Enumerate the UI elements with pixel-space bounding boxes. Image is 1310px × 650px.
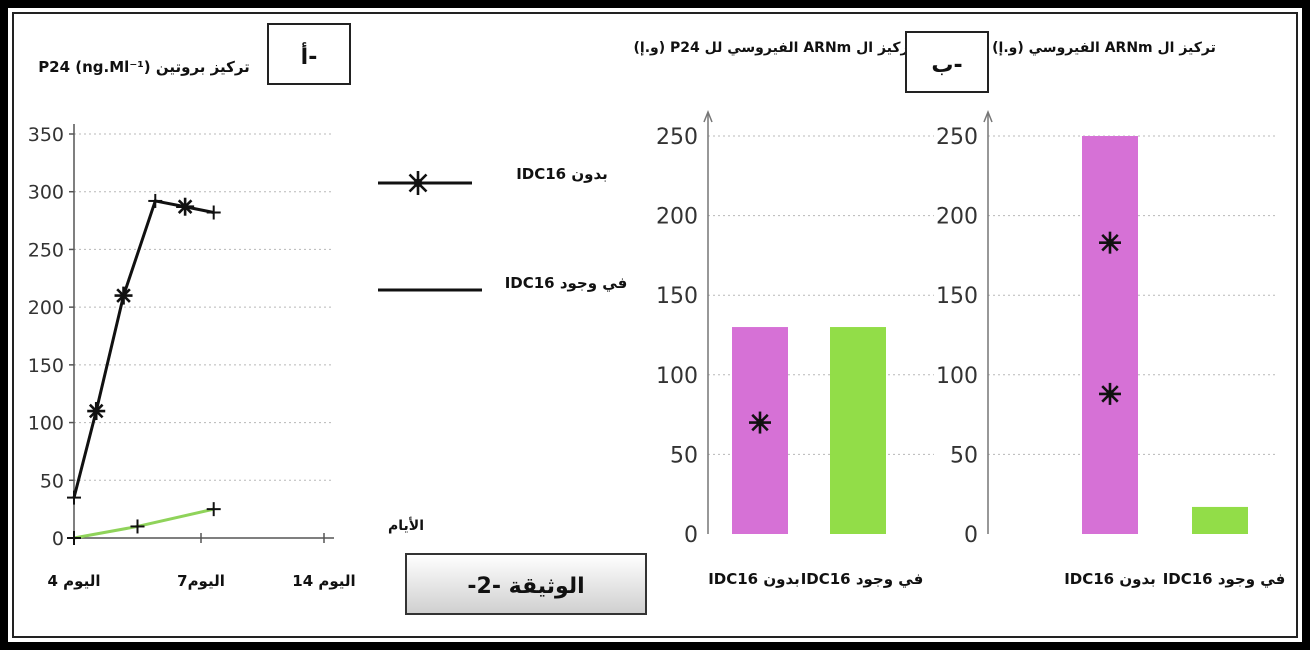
bar-with-idc16 (830, 327, 886, 534)
bar-chart-p24-mrna: 0 50 100 150 200 250 بدون IDC16 في وجود IDC16 (656, 109, 934, 588)
bar-y-axis-arrow (703, 109, 713, 123)
bar-y-tick-label: 0 (964, 523, 978, 548)
line-y-tick-label: 50 (40, 470, 64, 492)
bar-y-tick-label: 200 (656, 205, 698, 230)
legend-star (406, 171, 430, 195)
series-with-point (206, 502, 221, 517)
bar1-ylabel: تركيز ال ARNm الفيروسي لل P24 (و.إ) (634, 40, 915, 56)
bar-without-idc16 (1082, 136, 1138, 534)
bar-y-tick-label: 250 (936, 125, 978, 150)
bar2-ylabel: تركيز ال ARNm الفيروسي (و.إ) (992, 40, 1216, 56)
line-y-tick-label: 300 (28, 182, 64, 204)
series-with-point (67, 531, 81, 545)
bar-with-idc16 (1192, 506, 1248, 534)
bar-y-tick-label: 0 (684, 523, 698, 548)
bar-star-marker (749, 411, 771, 434)
bar-category-label: في وجود IDC16 (801, 570, 924, 588)
series-with-point (130, 519, 145, 534)
bar-y-tick-label: 150 (936, 284, 978, 309)
panel-b-tag-box (905, 31, 989, 93)
document-label-box (405, 553, 647, 615)
series-without-point (206, 205, 221, 220)
series-without-point (87, 402, 106, 421)
bar-category-label: في وجود IDC16 (1163, 570, 1286, 588)
line-x-tick-label: اليوم 4 (48, 572, 101, 590)
line-x-tick-label: اليوم 14 (292, 572, 355, 590)
document-label-text: الوثيقة -2- (467, 574, 584, 599)
document-label: الوثيقة -2- (405, 553, 647, 615)
line-chart-ylabel: تركيز بروتين P24 (ng.Ml⁻¹) (38, 58, 250, 76)
bar-y-axis-arrow (983, 109, 993, 123)
document-frame: تركيز بروتين P24 (ng.Ml⁻¹) أ- 0 50 100 150 2… (8, 8, 1302, 642)
legend-label-with: في وجود IDC16 (505, 274, 628, 292)
bar-y-tick-label: 50 (670, 443, 698, 468)
line-x-tick-label: اليوم7 (177, 572, 225, 590)
series-without-point (176, 197, 195, 216)
line-x-axis-label: الأيام (388, 517, 424, 534)
bar-y-tick-label: 50 (950, 443, 978, 468)
panel-a-tag-box (267, 23, 351, 85)
bar-star-marker (1099, 231, 1121, 254)
series-with-idc16 (73, 507, 215, 540)
bar-y-tick-label: 200 (936, 205, 978, 230)
panel-b-tag: ب- (931, 53, 962, 78)
panel-a-tag: أ- (301, 41, 318, 70)
legend: بدون IDC16 في وجود IDC16 (378, 165, 627, 292)
figure-panel: تركيز بروتين P24 (ng.Ml⁻¹) أ- 0 50 100 150 2… (12, 12, 1298, 638)
series-without-point (148, 193, 163, 208)
line-y-tick-label: 0 (52, 528, 64, 550)
bar-category-label: بدون IDC16 (1064, 570, 1156, 588)
line-y-tick-label: 100 (28, 413, 64, 435)
figure-canvas: تركيز بروتين P24 (ng.Ml⁻¹) أ- 0 50 100 150 2… (28, 23, 1286, 615)
bar-category-label: بدون IDC16 (708, 570, 800, 588)
line-y-tick-label: 250 (28, 239, 64, 261)
bar-chart-viral-mrna: 0 50 100 150 200 250 بدون IDC16 في وجود IDC16 (936, 109, 1286, 588)
series-without-point (114, 286, 133, 305)
bar-star-marker (1099, 382, 1121, 405)
bar-y-tick-label: 100 (936, 364, 978, 389)
bar-y-tick-label: 100 (656, 364, 698, 389)
series-without-idc16 (72, 199, 214, 498)
line-y-tick-label: 150 (28, 355, 64, 377)
legend-star-icon (406, 171, 430, 195)
line-y-tick-label: 350 (28, 124, 64, 146)
legend-label-without: بدون IDC16 (516, 165, 608, 183)
bar-y-tick-label: 250 (656, 125, 698, 150)
bar-y-tick-label: 150 (656, 284, 698, 309)
series-without-point (67, 490, 81, 505)
line-chart: 0 50 100 150 200 250 300 350 اليوم 4 اليوم7 اليوم … (28, 124, 424, 590)
line-y-tick-label: 200 (28, 297, 64, 319)
